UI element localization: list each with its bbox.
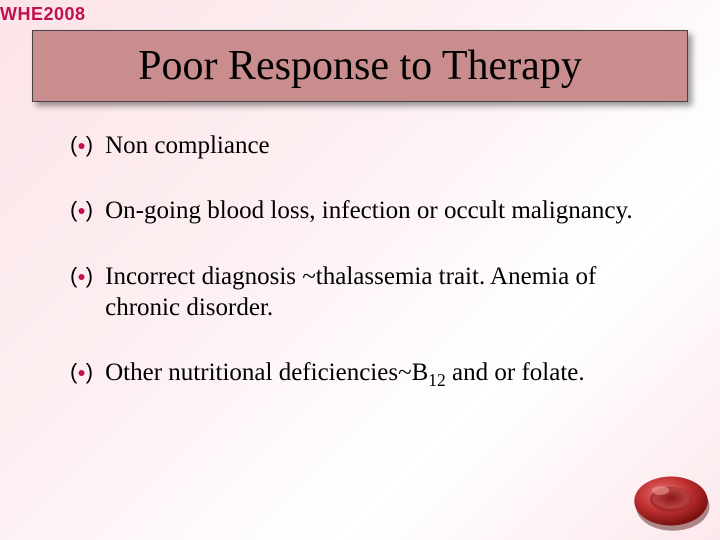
bullet-icon: (●) (70, 263, 93, 289)
list-item: (●) Non compliance (70, 130, 650, 161)
bullet-icon: (●) (70, 359, 93, 385)
red-blood-cell-icon (626, 466, 716, 536)
list-item: (●) Other nutritional deficiencies~B12 a… (70, 357, 650, 392)
bullet-icon: (●) (70, 197, 93, 223)
bullet-text: On-going blood loss, infection or occult… (105, 195, 632, 226)
list-item: (●) On-going blood loss, infection or oc… (70, 195, 650, 226)
list-item: (●) Incorrect diagnosis ~thalassemia tra… (70, 261, 650, 324)
bullet-text: Other nutritional deficiencies~B12 and o… (105, 357, 585, 392)
bullet-text: Non compliance (105, 130, 270, 161)
title-bar: Poor Response to Therapy (32, 30, 688, 102)
bullet-text: Incorrect diagnosis ~thalassemia trait. … (105, 261, 650, 324)
bullet-list: (●) Non compliance (●) On-going blood lo… (70, 130, 650, 426)
page-title: Poor Response to Therapy (138, 42, 582, 90)
bullet-icon: (●) (70, 132, 93, 158)
corner-label: WHE2008 (0, 4, 86, 25)
